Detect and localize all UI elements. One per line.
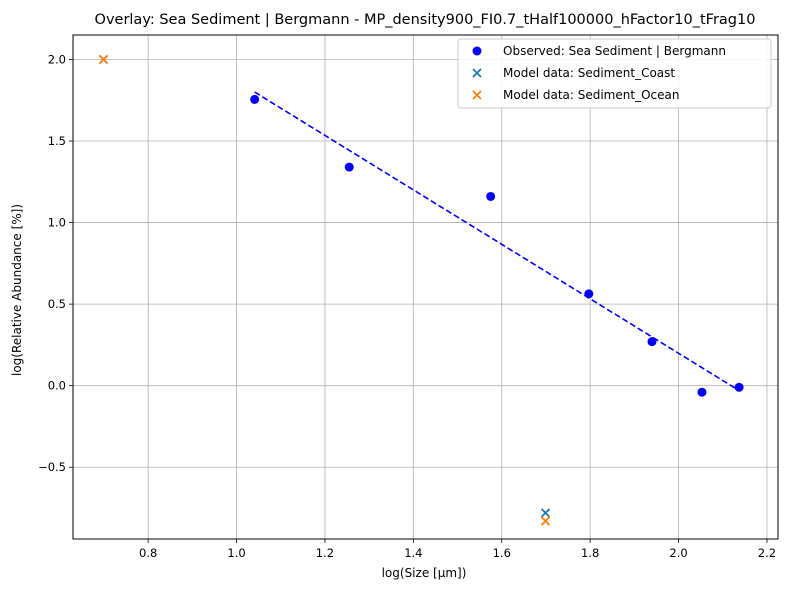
observed-point [697, 387, 707, 397]
observed-point [250, 94, 260, 104]
observed-point [344, 162, 354, 172]
legend: Observed: Sea Sediment | Bergmann Model d… [457, 38, 772, 109]
x-axis-label: log(Size [μm]) [382, 566, 467, 580]
legend-entry-label: Model data: Sediment_Ocean [503, 88, 679, 102]
legend-marker [472, 68, 482, 78]
y-tick-label: 0.0 [48, 379, 66, 393]
observed-point [486, 191, 496, 201]
x-tick-label: 2.0 [669, 546, 687, 560]
x-tick-label: 1.6 [493, 546, 511, 560]
x-tick-label: 2.2 [758, 546, 776, 560]
y-axis: −0.5 0.0 0.5 1.0 1.5 2.0 [38, 52, 73, 474]
observed-point [734, 382, 744, 392]
x-tick-label: 1.2 [316, 546, 334, 560]
grid [73, 35, 778, 539]
model-point [540, 508, 551, 518]
y-tick-label: 1.5 [48, 134, 66, 148]
chart-title: Overlay: Sea Sediment | Bergmann - MP_de… [95, 12, 756, 28]
y-tick-label: 1.0 [48, 216, 66, 230]
x-tick-label: 0.8 [139, 546, 157, 560]
legend-entry-label: Model data: Sediment_Coast [503, 66, 675, 80]
y-axis-label: log(Relative Abundance [%]) [10, 204, 24, 376]
model-point [98, 54, 109, 65]
y-tick-label: 2.0 [48, 52, 66, 66]
legend-entry-label: Observed: Sea Sediment | Bergmann [503, 44, 726, 58]
points-layer [98, 54, 744, 526]
observed-point [584, 289, 594, 299]
legend-box [457, 38, 772, 109]
x-axis: 0.8 1.0 1.2 1.4 1.6 1.8 2.0 2.2 [139, 539, 776, 560]
x-tick-label: 1.0 [227, 546, 245, 560]
model-point [540, 516, 551, 526]
y-tick-label: −0.5 [38, 460, 66, 474]
fit-line [254, 91, 740, 392]
x-tick-label: 1.8 [581, 546, 599, 560]
legend-marker [472, 46, 482, 56]
legend-marker [472, 90, 482, 100]
y-tick-label: 0.5 [48, 297, 66, 311]
plot-area [72, 34, 779, 540]
x-tick-label: 1.4 [404, 546, 422, 560]
fit-line-layer [254, 91, 740, 392]
observed-point [647, 337, 657, 347]
